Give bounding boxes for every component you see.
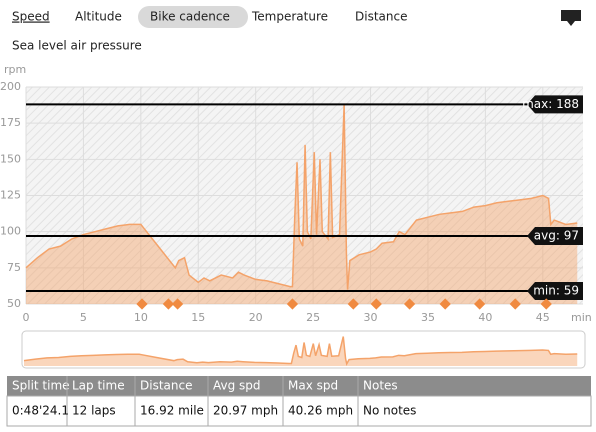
table-header: Notes xyxy=(363,379,398,393)
reference-tag xyxy=(527,281,583,300)
x-tick-label: 45 xyxy=(536,311,550,324)
tab-selected-bg xyxy=(138,6,248,28)
table-header: Split time xyxy=(12,379,70,393)
x-tick-label: 15 xyxy=(191,311,205,324)
table-row-bg xyxy=(6,395,592,427)
table-cell: 16.92 mile xyxy=(140,404,204,418)
table-cell: 40.26 mph xyxy=(288,404,353,418)
x-tick-label: 5 xyxy=(80,311,87,324)
x-tick-label: 0 xyxy=(23,311,30,324)
x-tick-label: 10 xyxy=(134,311,148,324)
tab[interactable]: Altitude xyxy=(75,10,122,24)
y-tick-label: 175 xyxy=(0,116,21,129)
y-tick-label: 125 xyxy=(0,189,21,202)
table-cell: 0:48'24.1 xyxy=(12,404,69,418)
table-header: Avg spd xyxy=(213,379,261,393)
table-cell: No notes xyxy=(363,404,416,418)
y-axis-label: rpm xyxy=(4,63,26,76)
table-header: Max spd xyxy=(288,379,338,393)
lap-marker[interactable] xyxy=(439,298,451,310)
lap-marker[interactable] xyxy=(347,298,359,310)
cadence-line xyxy=(25,104,578,290)
y-tick-label: 150 xyxy=(0,152,21,165)
lap-marker[interactable] xyxy=(540,298,552,310)
lap-marker[interactable] xyxy=(136,298,148,310)
lap-marker[interactable] xyxy=(171,298,184,310)
reference-label: avg: 97 xyxy=(534,229,579,243)
x-tick-label: 40 xyxy=(478,311,492,324)
table-header: Lap time xyxy=(72,379,125,393)
lap-marker[interactable] xyxy=(403,298,416,310)
reference-label: max: 188 xyxy=(522,97,579,111)
lap-marker[interactable] xyxy=(370,298,382,310)
device-icon[interactable] xyxy=(561,10,581,26)
table-cell: 12 laps xyxy=(72,404,116,418)
reference-label: min: 59 xyxy=(533,283,579,297)
x-tick-label: 30 xyxy=(364,311,378,324)
tab[interactable]: Temperature xyxy=(251,10,328,24)
x-tick-label: 20 xyxy=(249,311,263,324)
reference-tag xyxy=(527,95,583,114)
y-tick-label: 50 xyxy=(7,297,21,310)
x-tick-label: 35 xyxy=(421,311,435,324)
y-tick-label: 100 xyxy=(0,225,21,238)
x-axis-label: min xyxy=(571,311,592,324)
lap-marker[interactable] xyxy=(473,298,486,310)
tab[interactable]: Distance xyxy=(355,10,407,24)
table-header: Distance xyxy=(140,379,192,393)
y-tick-label: 200 xyxy=(0,80,21,93)
y-tick-label: 75 xyxy=(7,261,21,274)
x-tick-label: 25 xyxy=(306,311,320,324)
tab[interactable]: Bike cadence xyxy=(150,10,230,24)
lap-marker[interactable] xyxy=(286,298,299,310)
table-header-bg xyxy=(7,376,591,396)
lap-marker[interactable] xyxy=(162,298,175,310)
reference-tag xyxy=(527,227,583,246)
overview-line xyxy=(23,336,578,367)
tab[interactable]: Speed xyxy=(12,10,50,24)
table-cell: 20.97 mph xyxy=(213,404,278,418)
tab[interactable]: Sea level air pressure xyxy=(12,39,142,53)
